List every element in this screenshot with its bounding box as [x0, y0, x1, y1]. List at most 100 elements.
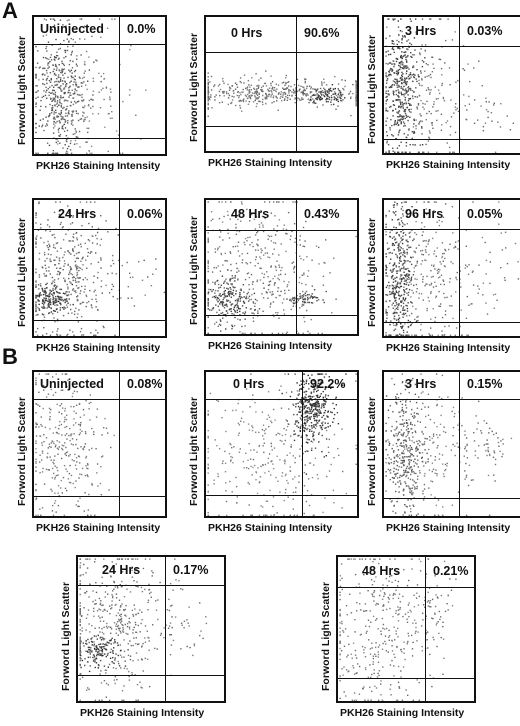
scatter-point	[434, 320, 436, 323]
scatter-point	[445, 39, 447, 42]
scatter-point	[230, 201, 232, 203]
scatter-point	[388, 62, 391, 64]
scatter-point	[389, 231, 391, 234]
scatter-point	[430, 18, 432, 20]
scatter-point	[403, 271, 405, 273]
scatter-point	[276, 455, 278, 457]
scatter-point	[242, 514, 244, 516]
scatter-point	[299, 244, 301, 246]
scatter-point	[284, 273, 286, 275]
scatter-point	[240, 220, 242, 222]
scatter-point	[407, 284, 410, 286]
scatter-point	[287, 373, 290, 375]
scatter-point	[386, 75, 388, 78]
scatter-point	[352, 92, 354, 95]
scatter-point	[410, 279, 413, 281]
scatter-point	[481, 85, 483, 87]
scatter-point	[308, 430, 311, 432]
scatter-point	[223, 281, 226, 283]
scatter-point	[405, 274, 408, 276]
scatter-point	[457, 248, 459, 250]
scatter-point	[395, 93, 398, 96]
scatter-point	[75, 112, 78, 115]
scatter-points	[35, 201, 165, 336]
scatter-point	[415, 33, 417, 35]
scatter-point	[84, 285, 86, 287]
scatter-point	[35, 442, 37, 444]
scatter-point	[79, 77, 81, 79]
scatter-point	[60, 111, 62, 114]
scatter-point	[425, 259, 427, 262]
scatter-point	[66, 129, 69, 132]
scatter-point	[318, 404, 320, 407]
scatter-point	[260, 267, 262, 270]
scatter-point	[63, 293, 66, 295]
scatter-point	[394, 108, 397, 110]
scatter-point	[312, 434, 315, 437]
scatter-point	[63, 514, 66, 516]
scatter-point	[290, 444, 293, 446]
scatter-point	[329, 272, 331, 274]
scatter-point	[260, 505, 262, 507]
scatter-point	[227, 97, 230, 99]
scatter-point	[52, 287, 54, 290]
scatter-point	[51, 282, 53, 284]
scatter-point	[207, 282, 209, 284]
scatter-point	[46, 142, 49, 144]
scatter-point	[77, 265, 79, 268]
scatter-point	[408, 458, 411, 461]
scatter-point	[406, 251, 408, 254]
scatter-point	[70, 37, 72, 40]
scatter-point	[272, 95, 275, 97]
scatter-point	[84, 474, 87, 477]
scatter-point	[237, 298, 239, 300]
scatter-point	[264, 96, 266, 99]
scatter-point	[390, 67, 392, 70]
scatter-point	[207, 108, 209, 110]
scatter-point	[396, 74, 399, 76]
scatter-point	[65, 451, 68, 454]
scatter-point	[250, 89, 252, 91]
scatter-point	[273, 87, 276, 89]
scatter-point	[405, 67, 407, 69]
scatter-point	[310, 99, 312, 102]
scatter-point	[397, 286, 400, 288]
scatter-point	[75, 136, 77, 138]
scatter-point	[41, 287, 43, 290]
scatter-point	[443, 265, 446, 267]
scatter-point	[430, 276, 433, 278]
scatter-point	[55, 69, 58, 71]
scatter-point	[70, 267, 72, 269]
scatter-point	[446, 120, 449, 122]
scatter-point	[427, 296, 429, 299]
scatter-point	[76, 273, 79, 275]
scatter-point	[207, 303, 209, 305]
scatter-point	[400, 237, 402, 239]
scatter-point	[426, 309, 428, 312]
gate-bottom-line	[384, 322, 520, 323]
scatter-point	[105, 427, 108, 429]
scatter-point	[80, 234, 82, 237]
scatter-point	[393, 206, 395, 208]
scatter-point	[306, 450, 308, 452]
scatter-point	[293, 413, 295, 416]
scatter-point	[56, 100, 59, 102]
scatter-point	[246, 293, 248, 295]
scatter-point	[270, 442, 272, 444]
scatter-point	[88, 104, 90, 106]
scatter-point	[413, 123, 415, 125]
scatter-point	[270, 94, 272, 96]
scatter-point	[385, 440, 387, 442]
scatter-point	[320, 412, 322, 414]
scatter-point	[234, 275, 236, 277]
scatter-point	[285, 83, 287, 85]
scatter-point	[400, 220, 403, 222]
scatter-point	[414, 49, 416, 51]
scatter-point	[400, 102, 402, 104]
scatter-point	[68, 481, 71, 484]
scatter-point	[79, 497, 81, 499]
scatter-point	[390, 462, 393, 464]
scatter-point	[424, 240, 426, 242]
scatter-point	[248, 504, 250, 506]
scatter-point	[342, 93, 344, 96]
